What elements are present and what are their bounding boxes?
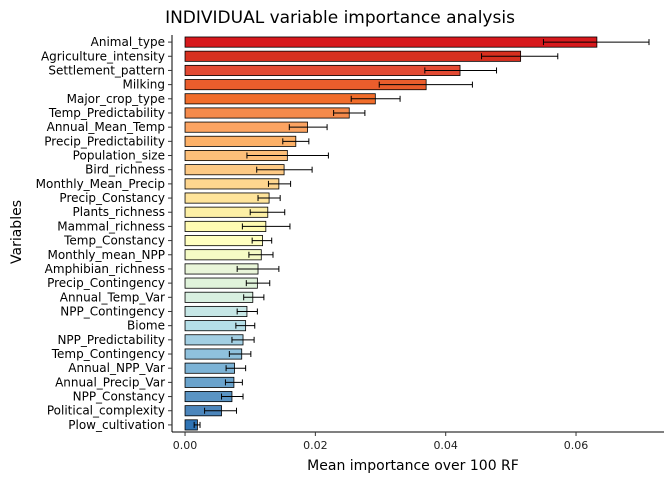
category-label: Animal_type [91, 35, 165, 49]
bar [184, 135, 297, 147]
bar [184, 235, 263, 247]
category-label: Annual_Temp_Var [60, 290, 165, 304]
x-axis-title: Mean importance over 100 RF [307, 458, 519, 474]
category-label: Annual_NPP_Var [68, 361, 165, 375]
category-label: Mammal_richness [57, 219, 165, 233]
bar [184, 107, 350, 119]
category-label: Temp_Constancy [63, 234, 165, 248]
bar [184, 64, 461, 76]
bar [184, 50, 522, 62]
category-label: Agriculture_intensity [41, 49, 165, 63]
x-tick-label: 0.00 [173, 439, 198, 452]
category-label: Temp_Predictability [48, 106, 165, 120]
x-tick-label: 0.02 [303, 439, 328, 452]
category-label: Major_crop_type [67, 92, 165, 106]
category-label: NPP_Contingency [60, 304, 165, 318]
category-label: Milking [122, 78, 165, 92]
bar [184, 192, 270, 204]
category-label: Political_complexity [47, 404, 165, 418]
category-label: Plow_cultivation [68, 418, 165, 432]
category-label: Settlement_pattern [48, 63, 165, 77]
category-label: NPP_Constancy [73, 390, 165, 404]
category-label: Monthly_Mean_Precip [36, 177, 165, 191]
category-label: Amphibian_richness [45, 262, 165, 276]
category-label: Precip_Contingency [47, 276, 165, 290]
category-label: NPP_Predictability [57, 333, 165, 347]
category-label: Annual_Mean_Temp [47, 120, 165, 134]
chart-title: INDIVIDUAL variable importance analysis [165, 8, 515, 28]
category-label: Monthly_mean_NPP [47, 248, 165, 262]
category-label: Annual_Precip_Var [55, 375, 165, 389]
bar [184, 93, 376, 105]
bar [184, 36, 598, 48]
bar [184, 178, 280, 190]
category-label: Bird_richness [85, 163, 165, 177]
bar [184, 291, 254, 303]
plot-area: 0.00 0.02 0.04 0.06 Animal_typeAgriculture_i… [36, 35, 664, 452]
category-label: Population_size [73, 149, 165, 163]
category-label: Precip_Constancy [59, 191, 165, 205]
category-label: Plants_richness [73, 205, 165, 219]
x-tick-label: 0.06 [564, 439, 589, 452]
category-label: Precip_Predictability [44, 134, 165, 148]
category-label: Temp_Contingency [51, 347, 165, 361]
y-axis-title: Variables [9, 200, 25, 264]
category-label: Biome [127, 319, 165, 333]
x-tick-label: 0.04 [433, 439, 458, 452]
